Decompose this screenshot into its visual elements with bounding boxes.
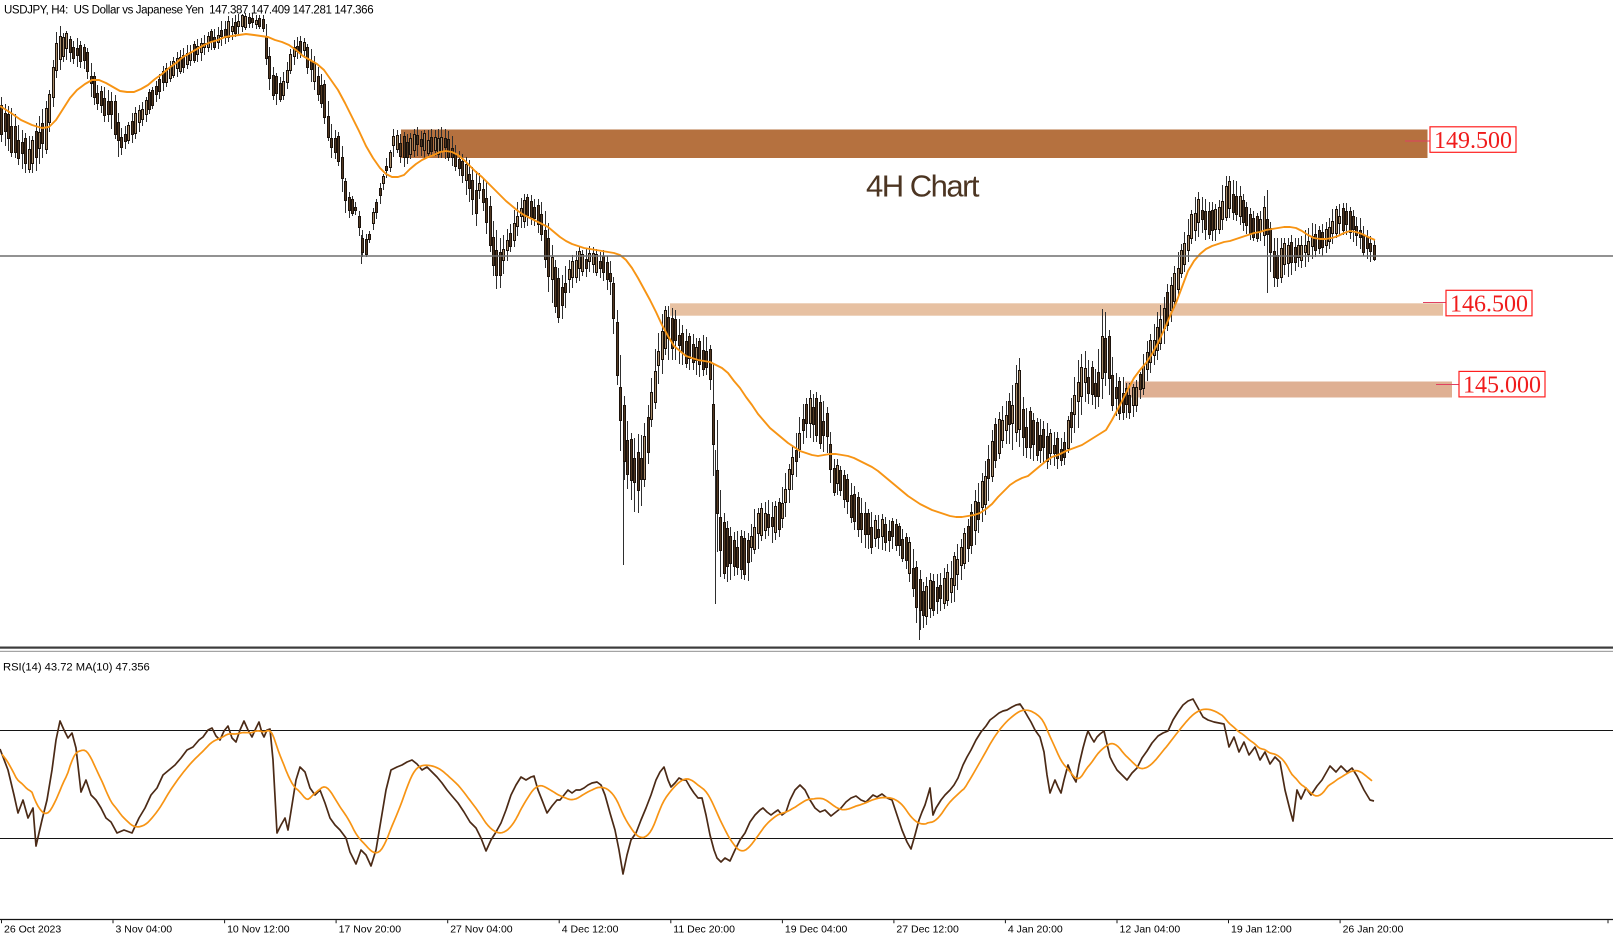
svg-text:146.500: 146.500	[1450, 291, 1528, 317]
svg-text:17 Nov 20:00: 17 Nov 20:00	[339, 924, 402, 936]
svg-text:4 Dec 12:00: 4 Dec 12:00	[562, 924, 619, 936]
svg-text:26 Oct 2023: 26 Oct 2023	[4, 924, 61, 936]
svg-text:RSI(14) 43.72 MA(10) 47.356: RSI(14) 43.72 MA(10) 47.356	[3, 662, 150, 674]
svg-text:26 Jan 20:00: 26 Jan 20:00	[1343, 924, 1404, 936]
svg-text:3 Nov 04:00: 3 Nov 04:00	[116, 924, 173, 936]
svg-text:12 Jan 04:00: 12 Jan 04:00	[1120, 924, 1181, 936]
svg-text:27 Nov 04:00: 27 Nov 04:00	[450, 924, 513, 936]
svg-text:USDJPY, H4: US Dollar vs Japa: USDJPY, H4: US Dollar vs Japanese Yen 14…	[4, 5, 373, 17]
svg-text:10 Nov 12:00: 10 Nov 12:00	[227, 924, 290, 936]
svg-text:11 Dec 20:00: 11 Dec 20:00	[673, 924, 735, 936]
svg-text:27 Dec 12:00: 27 Dec 12:00	[896, 924, 959, 936]
svg-text:19 Jan 12:00: 19 Jan 12:00	[1231, 924, 1292, 936]
svg-text:4 Jan 20:00: 4 Jan 20:00	[1008, 924, 1063, 936]
svg-text:145.000: 145.000	[1463, 372, 1541, 398]
svg-text:19 Dec 04:00: 19 Dec 04:00	[785, 924, 848, 936]
svg-text:149.500: 149.500	[1434, 128, 1512, 154]
svg-text:4H Chart: 4H Chart	[866, 169, 980, 204]
